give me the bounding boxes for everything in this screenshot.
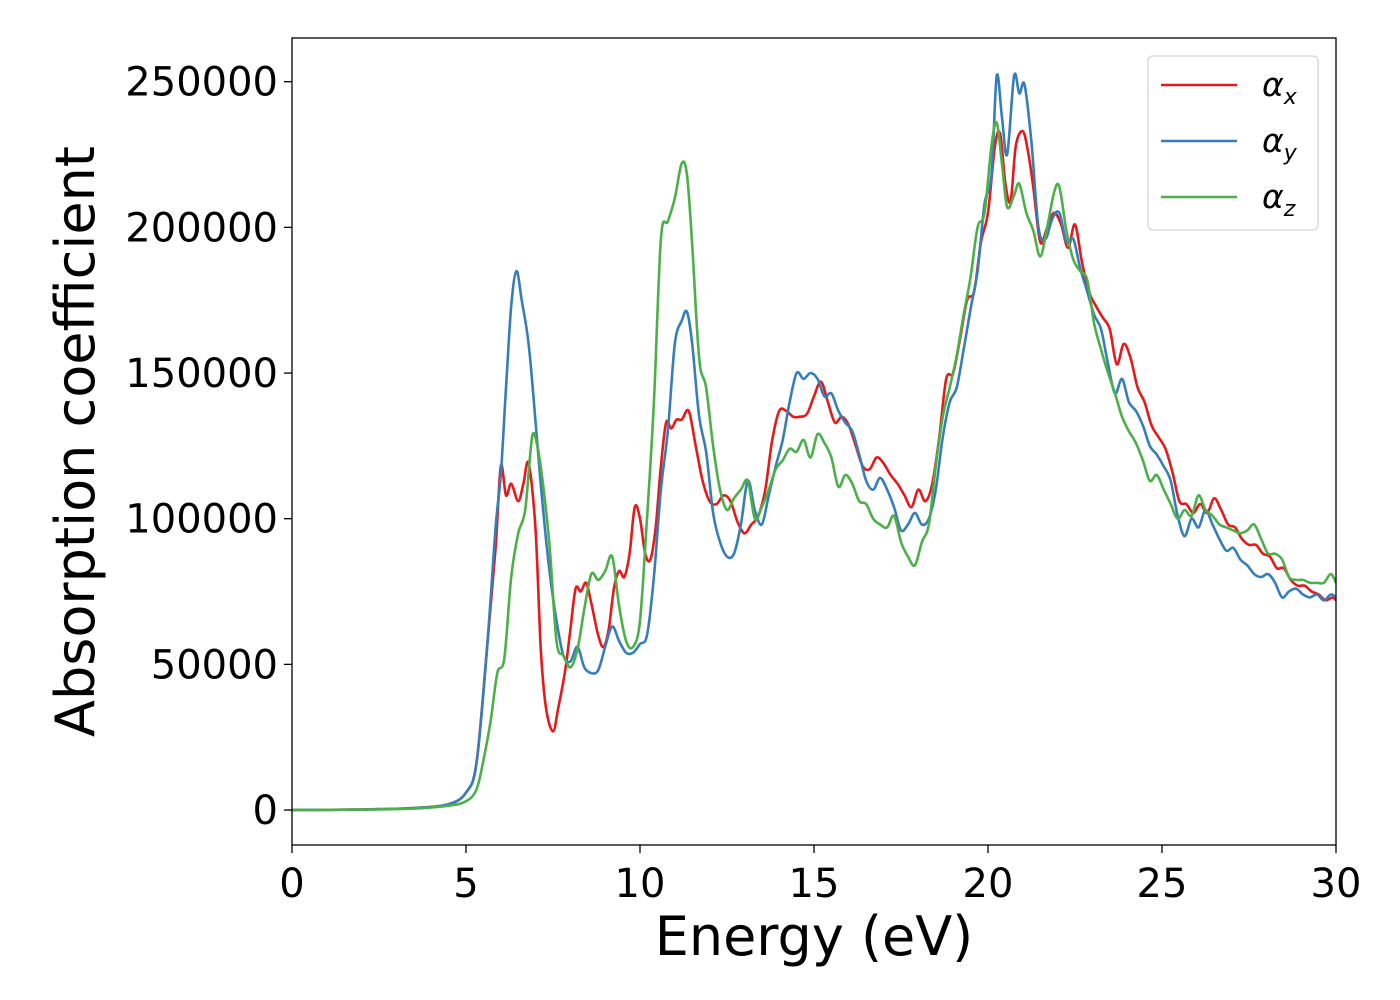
y-tick-label: 100000 <box>125 497 278 543</box>
x-tick-label: 5 <box>453 861 478 907</box>
legend-label-subscript: y <box>1283 141 1298 166</box>
x-tick-label: 25 <box>1137 861 1188 907</box>
x-axis-label: Energy (eV) <box>655 905 974 968</box>
x-tick-label: 10 <box>615 861 666 907</box>
legend-label-alpha-y: αy <box>1262 121 1298 166</box>
y-tick-label: 250000 <box>125 60 278 106</box>
legend-label-alpha-z: αz <box>1262 177 1296 222</box>
x-tick-label: 0 <box>279 861 304 907</box>
legend-label-symbol: α <box>1262 121 1284 160</box>
series-lines <box>292 72 1336 812</box>
x-tick-label: 15 <box>789 861 840 907</box>
series-line-alpha-x <box>292 129 1336 812</box>
y-tick-label: 200000 <box>125 205 278 251</box>
x-tick-label: 20 <box>963 861 1014 907</box>
series-line-alpha-y <box>292 72 1336 812</box>
y-axis-label: Absorption coefficient <box>44 146 107 737</box>
series-line-alpha-z <box>292 120 1336 812</box>
x-tick-label: 30 <box>1311 861 1362 907</box>
legend-box <box>1147 55 1319 231</box>
y-tick-label: 0 <box>253 788 278 834</box>
legend-label-symbol: α <box>1262 65 1284 104</box>
y-tick-label: 50000 <box>151 642 278 688</box>
y-tick-label: 150000 <box>125 351 278 397</box>
axis-ticks: 0 5 10 15 20 25 30 0 50000 100000 150000 200000 2500… <box>125 60 1361 907</box>
legend-label-subscript: x <box>1283 85 1298 110</box>
legend-label-subscript: z <box>1283 197 1296 222</box>
legend-label-alpha-x: αx <box>1262 65 1298 110</box>
legend-label-symbol: α <box>1262 177 1284 216</box>
